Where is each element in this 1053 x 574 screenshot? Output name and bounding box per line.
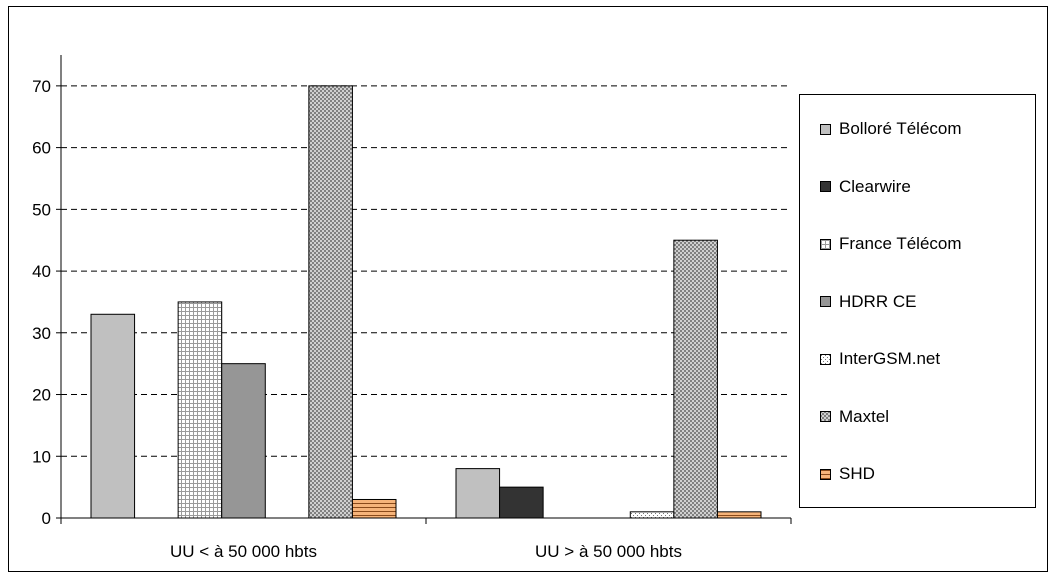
legend-item: Bolloré Télécom <box>820 119 962 139</box>
chart-frame: 0 10 20 30 40 50 60 70 UU < à 50 000 hbts UU > à … <box>8 6 1048 572</box>
legend-swatch <box>820 411 831 422</box>
legend-label: SHD <box>839 464 875 483</box>
bars <box>90 85 762 519</box>
y-tick-label: 40 <box>32 262 51 281</box>
legend-label: HDRR CE <box>839 291 917 311</box>
bar-maxtel <box>308 85 353 519</box>
bar-france-t-l-com <box>177 301 223 519</box>
legend: Bolloré Télécom Clearwire France Télécom HD… <box>799 94 1036 508</box>
bar-bollor-t-l-com <box>455 468 501 519</box>
legend-label: France Télécom <box>839 234 962 253</box>
x-tick-label: UU < à 50 000 hbts <box>170 542 317 561</box>
bar-maxtel <box>673 239 718 519</box>
y-tick-label: 10 <box>32 447 51 466</box>
bar-bollor-t-l-com <box>90 313 136 519</box>
legend-item: HDRR CE <box>820 292 916 312</box>
legend-item: InterGSM.net <box>820 349 940 369</box>
bar-intergsm-net <box>629 511 675 519</box>
legend-swatch <box>820 468 831 480</box>
y-tick-label: 30 <box>32 324 51 343</box>
legend-label: Clearwire <box>839 176 911 196</box>
legend-label: Maxtel <box>839 406 890 426</box>
legend-item: SHD <box>820 464 875 484</box>
bar-shd <box>716 511 762 519</box>
legend-item: Maxtel <box>820 407 889 427</box>
legend-swatch <box>820 353 831 365</box>
y-tick-label: 70 <box>32 77 51 96</box>
y-tick-label: 60 <box>32 139 51 158</box>
legend-item: Clearwire <box>820 177 911 197</box>
legend-swatch <box>820 238 831 250</box>
legend-swatch <box>820 181 831 192</box>
x-tick-label: UU > à 50 000 hbts <box>535 542 682 561</box>
legend-label: Bolloré Télécom <box>839 119 962 138</box>
y-tick-label: 20 <box>32 386 51 405</box>
bar-clearwire <box>499 486 544 519</box>
y-tick-label: 0 <box>42 509 51 528</box>
axes: 0 10 20 30 40 50 60 70 UU < à 50 000 hbts UU > à … <box>32 55 792 561</box>
y-tick-label: 50 <box>32 200 51 219</box>
legend-swatch <box>820 123 831 135</box>
bar-shd <box>351 498 397 519</box>
bar-hdrr-ce <box>221 363 266 519</box>
legend-item: France Télécom <box>820 234 962 254</box>
legend-label: InterGSM.net <box>839 349 941 368</box>
legend-swatch <box>820 296 831 307</box>
bar-chart: 0 10 20 30 40 50 60 70 UU < à 50 000 hbts UU > à … <box>32 55 792 561</box>
